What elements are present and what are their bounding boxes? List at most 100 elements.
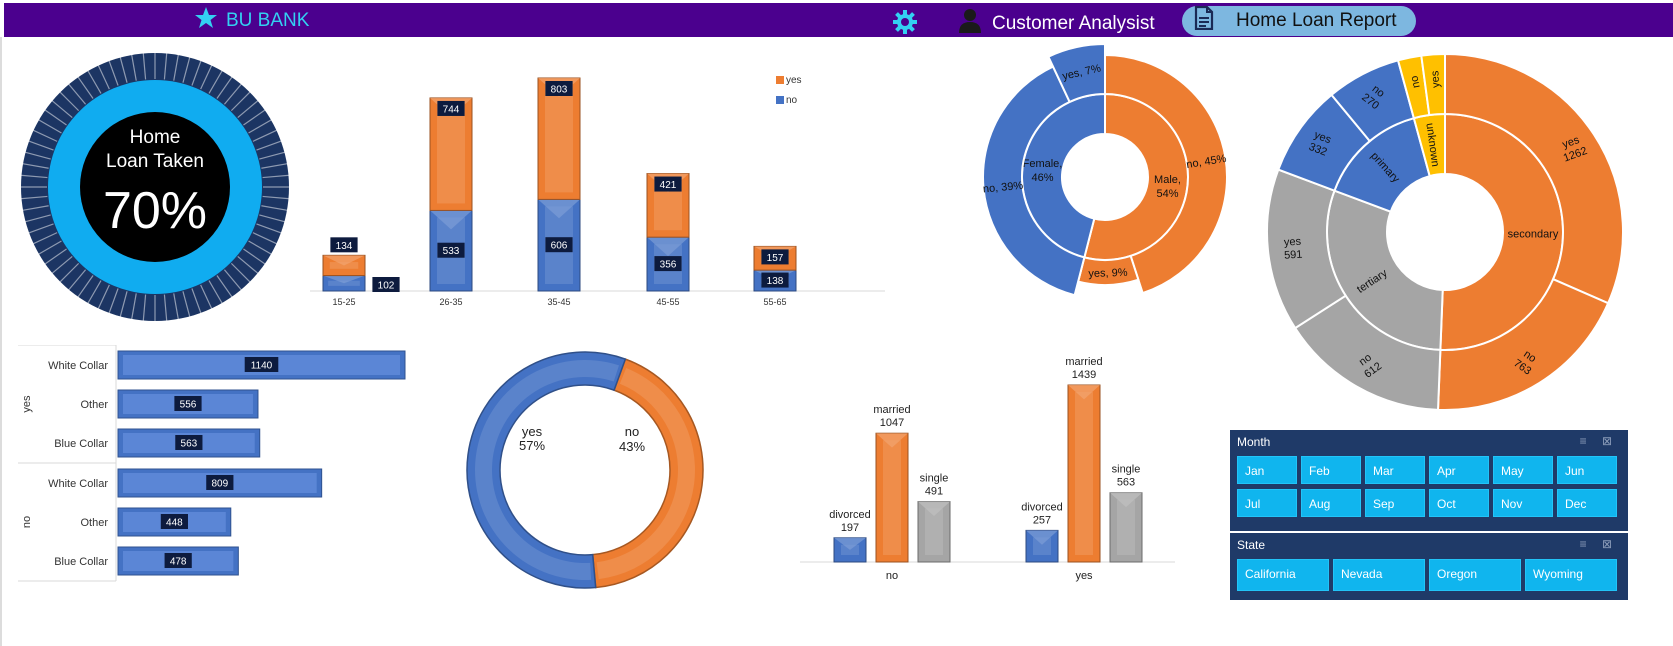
month-chip-feb[interactable]: Feb: [1301, 456, 1361, 484]
age-bar-no-35-45-bevel: [538, 199, 580, 219]
marital-series-label: married: [873, 404, 910, 416]
job-category-label: Blue Collar: [54, 438, 108, 450]
month-slicer-title: Month: [1237, 435, 1271, 449]
age-bar-no-15-25-bevel: [323, 275, 365, 284]
dial-tick: [256, 139, 285, 151]
gear-icon[interactable]: [892, 9, 918, 40]
brand[interactable]: BU BANK: [194, 7, 309, 35]
month-chip-mar[interactable]: Mar: [1365, 456, 1425, 484]
header-bar: BU BANK Customer Analysist Home Loan Rep…: [4, 3, 1673, 37]
edu-inner-label: secondary: [1508, 229, 1559, 241]
age-tick-label: 15-25: [332, 297, 355, 307]
user-icon: [958, 8, 982, 40]
month-chip-jun[interactable]: Jun: [1557, 456, 1617, 484]
month-chip-jan[interactable]: Jan: [1237, 456, 1297, 484]
edu-outer-label: no: [1357, 351, 1374, 368]
gender-sunburst: Male,54%Female,46%no, 45%yes, 9%no, 39%y…: [982, 42, 1228, 297]
state-chip-nevada[interactable]: Nevada: [1333, 559, 1425, 591]
dial-tick: [75, 73, 94, 99]
age-label-yes: 157: [767, 253, 784, 264]
month-chip-may[interactable]: May: [1493, 456, 1553, 484]
job-group-label: yes: [21, 395, 33, 413]
report-button[interactable]: Home Loan Report: [1182, 5, 1416, 36]
dial-tick: [182, 291, 192, 321]
job-category-label: Blue Collar: [54, 556, 108, 568]
donut-pct-yes: 57%: [519, 438, 545, 453]
age-label-yes-box: [330, 237, 358, 253]
age-label-no: 102: [378, 281, 395, 292]
legend-swatch-yes: [776, 76, 784, 84]
job-value-label: 1140: [251, 361, 273, 372]
month-chip-aug[interactable]: Aug: [1301, 489, 1361, 517]
dial-tick: [200, 61, 214, 90]
job-value-label: 448: [166, 518, 183, 529]
dial-tick: [256, 223, 285, 235]
month-chip-oct[interactable]: Oct: [1429, 489, 1489, 517]
marital-bar-single-bevel: [918, 501, 950, 517]
job-value-label-box: [206, 475, 234, 490]
marital-series-label: divorced: [829, 509, 871, 521]
legend-yes: yes: [786, 75, 802, 86]
age-label-yes-box: [761, 249, 789, 265]
age-legend: yes no: [776, 75, 802, 106]
dial-tick: [17, 174, 48, 179]
job-chart: yes White Collar 1140 Other 556 Blue Collar 56…: [18, 345, 406, 582]
marital-chart: divorced197married1047single491nodivorce…: [800, 356, 1175, 582]
dial-tick: [208, 67, 225, 94]
marital-bar-married-face: [883, 440, 901, 555]
age-tick-label: 26-35: [439, 297, 462, 307]
month-chip-nov[interactable]: Nov: [1493, 489, 1553, 517]
marital-bar-divorced-bevel: [834, 537, 866, 550]
job-category-label: Other: [80, 399, 108, 411]
marital-bar-married-bevel: [1068, 385, 1100, 400]
dial-tick: [243, 107, 269, 126]
dial-tick: [252, 232, 281, 246]
state-chip-wyoming[interactable]: Wyoming: [1525, 559, 1617, 591]
state-chip-california[interactable]: California: [1237, 559, 1329, 591]
dial-tick: [200, 284, 214, 313]
donut-slice-face: [596, 368, 695, 580]
dial-tick: [252, 128, 281, 142]
clear-filter-icon[interactable]: ≡ ⊠: [1579, 434, 1618, 448]
dial-tick: [21, 214, 51, 224]
dial-tick: [75, 275, 94, 301]
gender-outer-no45: [1104, 53, 1228, 295]
job-category-label: White Collar: [48, 360, 108, 372]
clear-filter-icon[interactable]: ≡ ⊠: [1579, 537, 1618, 551]
marital-bar-single-bevel: [1110, 492, 1142, 508]
legend-swatch-no: [776, 96, 784, 104]
age-label-yes: 421: [660, 180, 677, 191]
dial-tick: [261, 162, 292, 169]
age-bar-no-26-35-bevel: [430, 210, 472, 230]
gender-inner-label: Female,: [1023, 158, 1063, 170]
dial-tick: [107, 57, 119, 86]
marital-bar-married-face: [1075, 392, 1093, 555]
dial-tick: [216, 275, 235, 301]
dial-tick: [163, 294, 168, 325]
marital-value-label: 1439: [1072, 369, 1096, 381]
dial-tick: [18, 205, 49, 212]
dial-tick: [173, 293, 180, 324]
user-menu[interactable]: Customer Analysist: [958, 8, 1155, 40]
dial-tick: [191, 288, 203, 317]
month-chip-jul[interactable]: Jul: [1237, 489, 1297, 517]
gender-inner-pct: 46%: [1031, 172, 1053, 184]
gender-inner-pct: 54%: [1156, 188, 1178, 200]
job-value-label: 556: [180, 400, 197, 411]
dial-tick: [248, 240, 275, 257]
gender-outer-label: no, 39%: [982, 180, 1024, 196]
job-value-label-box: [164, 553, 192, 568]
dial-center: [80, 112, 230, 262]
state-chip-oregon[interactable]: Oregon: [1429, 559, 1521, 591]
month-chip-dec[interactable]: Dec: [1557, 489, 1617, 517]
star-icon: [194, 6, 218, 36]
month-chip-sep[interactable]: Sep: [1365, 489, 1425, 517]
age-label-yes: 803: [551, 85, 568, 96]
dial-tick: [21, 150, 51, 160]
marital-value-label: 257: [1033, 514, 1051, 526]
age-label-no: 606: [551, 241, 568, 252]
month-chip-apr[interactable]: Apr: [1429, 456, 1489, 484]
job-value-label-box: [174, 396, 202, 411]
marital-category-label: yes: [1075, 570, 1093, 582]
